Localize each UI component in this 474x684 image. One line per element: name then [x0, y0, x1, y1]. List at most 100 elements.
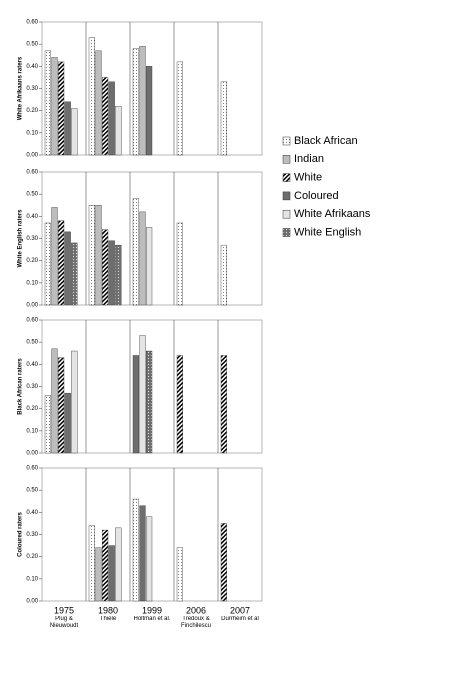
bar: [115, 106, 122, 156]
bar: [115, 527, 122, 602]
bar: [220, 355, 228, 454]
y-tick-label: 0.10: [26, 280, 38, 286]
bar: [108, 240, 115, 306]
x-tick-label: 2007: [230, 605, 250, 615]
bar: [101, 229, 109, 306]
y-tick-label: 0.50: [26, 340, 38, 346]
bar: [115, 244, 122, 306]
y-tick-label: 0.50: [26, 42, 38, 48]
y-tick-label: 0.30: [26, 86, 38, 92]
bar: [88, 525, 96, 602]
y-tick-label: 0.40: [26, 510, 38, 516]
legend-label: White Afrikaans: [294, 208, 371, 220]
bar: [132, 355, 140, 454]
bar: [71, 108, 78, 156]
bar: [220, 81, 228, 156]
bar: [108, 81, 115, 156]
y-tick-label: 0.00: [26, 599, 38, 605]
y-tick-label: 0.10: [26, 428, 38, 434]
y-tick-label: 0.60: [26, 466, 38, 472]
bar: [95, 547, 102, 602]
legend-swatch: [282, 136, 291, 146]
bar: [176, 222, 184, 306]
bar: [132, 498, 140, 602]
bar: [58, 357, 65, 454]
bar: [88, 205, 96, 306]
bar: [71, 242, 78, 306]
bar: [44, 50, 52, 156]
bar: [132, 198, 140, 306]
y-axis-label: White Afrikaans raters: [18, 56, 24, 120]
bar: [176, 547, 184, 602]
y-tick-label: 0.60: [26, 20, 38, 26]
y-axis-label: Black African raters: [18, 358, 24, 415]
bar: [145, 350, 153, 454]
x-tick-label: 1980: [98, 605, 118, 615]
y-axis-label: Coloured raters: [18, 512, 24, 557]
y-tick-label: 0.40: [26, 64, 38, 70]
x-tick-sublabel: Plug & Nieuwoudt: [49, 616, 79, 629]
bar: [64, 101, 71, 156]
legend-label: Black African: [294, 135, 358, 147]
y-tick-label: 0.30: [26, 384, 38, 390]
bar: [139, 46, 146, 156]
x-tick-label: 1975: [54, 605, 74, 615]
x-tick-label: 2006: [186, 605, 206, 615]
x-tick-sublabel: Tredoux & Finchilescu: [180, 616, 211, 629]
legend-swatch: [282, 209, 291, 219]
bar: [58, 220, 65, 306]
x-tick-sublabel: Holtman et al.: [133, 616, 171, 622]
x-tick-label: 1999: [142, 605, 162, 615]
bar: [145, 66, 153, 156]
y-tick-label: 0.40: [26, 214, 38, 220]
bar: [220, 244, 228, 306]
y-tick-label: 0.30: [26, 236, 38, 242]
bar: [71, 350, 78, 454]
x-tick-sublabel-box: Durrheim et al: [221, 616, 259, 622]
bar: [139, 335, 146, 454]
y-tick-label: 0.00: [26, 303, 38, 309]
bar: [58, 61, 65, 156]
legend-swatch: [282, 155, 291, 164]
bar: [220, 523, 228, 602]
bar: [139, 211, 146, 306]
bar: [95, 205, 102, 306]
legend-label: Coloured: [294, 190, 339, 202]
x-tick-sublabel: Thiele: [99, 616, 117, 622]
x-tick-sublabel-box: Holtman et al.: [133, 616, 171, 622]
bar: [51, 348, 58, 454]
x-tick-sublabel-box: Thiele: [99, 616, 117, 622]
legend-label: White English: [294, 226, 361, 238]
bar: [176, 61, 184, 156]
bar: [176, 355, 184, 454]
x-tick-sublabel-box: Plug & Nieuwoudt: [49, 616, 79, 629]
y-tick-label: 0.00: [26, 153, 38, 159]
bar: [51, 57, 58, 156]
bar: [64, 392, 71, 454]
y-tick-label: 0.60: [26, 318, 38, 324]
bar: [145, 227, 153, 306]
x-tick-sublabel: Durrheim et al: [221, 616, 259, 622]
bar: [51, 207, 58, 306]
y-tick-label: 0.50: [26, 488, 38, 494]
y-tick-label: 0.00: [26, 451, 38, 457]
bar: [44, 395, 52, 454]
bar: [88, 37, 96, 156]
y-tick-label: 0.60: [26, 170, 38, 176]
y-tick-label: 0.20: [26, 406, 38, 412]
legend-label: Indian: [294, 153, 324, 165]
y-tick-label: 0.20: [26, 108, 38, 114]
legend-swatch: [282, 228, 291, 237]
legend-label: White: [294, 172, 322, 184]
bar: [132, 48, 140, 156]
x-tick-sublabel-box: Tredoux & Finchilescu: [180, 616, 211, 629]
y-tick-label: 0.40: [26, 362, 38, 368]
y-tick-label: 0.20: [26, 554, 38, 560]
bar: [101, 77, 109, 156]
y-tick-label: 0.10: [26, 576, 38, 582]
bar: [101, 529, 109, 602]
y-axis-label: White English raters: [18, 209, 24, 268]
legend-swatch: [282, 191, 291, 201]
bar: [64, 231, 71, 306]
